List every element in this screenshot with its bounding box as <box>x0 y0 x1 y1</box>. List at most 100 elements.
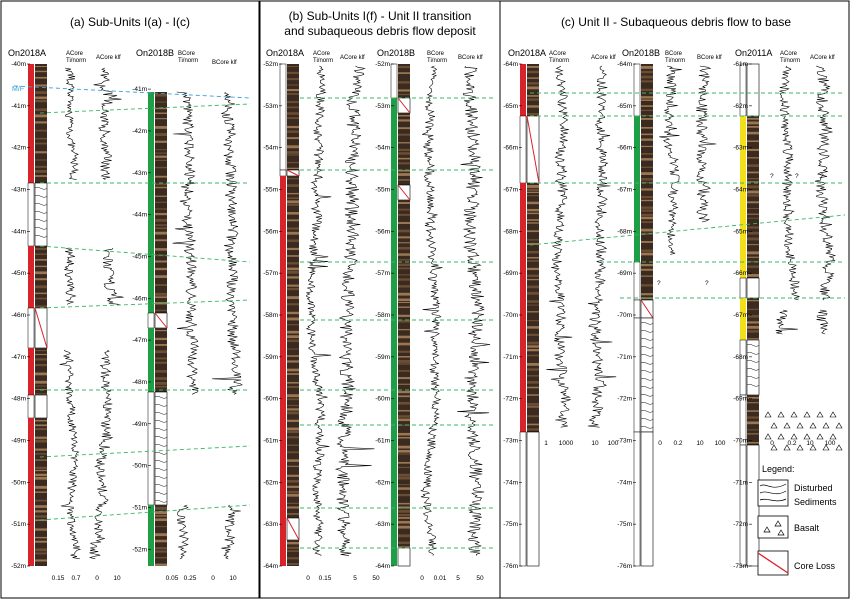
panel-b-core-b-band <box>398 506 410 509</box>
panel-b-core-a-band <box>287 335 299 339</box>
panel-c-core-b-band <box>641 145 653 148</box>
panel-a-core-a-band <box>35 548 47 552</box>
panel-a-core-b-swirl <box>154 452 168 455</box>
panel-a-core-a-unit-2 <box>28 246 34 308</box>
panel-a-core-b-band <box>155 275 167 278</box>
panel-a-core-b-disturbed-4 <box>154 391 168 506</box>
panel-c-core-b-depth-1: -65m <box>617 103 632 110</box>
panel-a-acore-ti <box>64 67 79 180</box>
panel-a-core-b-band <box>155 140 167 143</box>
panel-b-core-b-band <box>398 259 410 261</box>
panel-a-core-a-band <box>35 292 47 295</box>
legend-title: Legend: <box>762 464 795 474</box>
panel-a-core-a-unit-4 <box>28 348 34 395</box>
panel-b-core-b-band <box>398 445 410 449</box>
panel-b-core-a-loss-line-1 <box>286 169 300 177</box>
panel-a-core-b-band <box>155 155 167 158</box>
panel-a-track4-l1: BCore klf <box>212 60 237 66</box>
panel-c-core-c-depth-9: -70m <box>733 438 748 445</box>
panel-c-core-b-band <box>641 284 653 287</box>
panel-a-core-b-band <box>155 218 167 222</box>
panel-b-core-b-loss-line-3 <box>397 184 411 201</box>
panel-b-core-b-unit-0 <box>390 63 398 99</box>
panel-a-core-b-band <box>155 292 167 296</box>
panel-a-core-b-band <box>155 511 167 515</box>
basalt-triangle <box>796 444 804 451</box>
uncertain-mark-3: ? <box>770 173 774 180</box>
panel-a-core-a-band <box>35 137 47 140</box>
panel-c-core-b-band <box>641 252 653 256</box>
panel-c-core-b-unit-0 <box>633 63 641 117</box>
panel-b-core-b-band <box>398 127 410 130</box>
panel-b-core-b-band <box>398 179 410 181</box>
panel-c-core-a-band <box>527 98 539 101</box>
panel-a-core-a-unit-3 <box>27 307 35 349</box>
panel-a-core-b-depth-8: -49m <box>132 421 147 428</box>
panel-b-core-a-band <box>287 117 299 120</box>
panel-c-core-c-core-1 <box>747 116 759 278</box>
panel-b-core-b-band <box>398 466 410 469</box>
panel-b-core-b-band <box>398 278 410 281</box>
basalt-triangle <box>809 444 817 451</box>
uncertain-mark-1: ? <box>657 280 661 287</box>
panel-c-core-a-band <box>527 362 539 366</box>
panel-b-core-b-band <box>398 285 410 288</box>
panel-a-bcore-ti <box>172 91 200 395</box>
panel-c-core-b-depth-6: -70m <box>617 312 632 319</box>
panel-c-core-c-band <box>747 185 759 189</box>
panel-b-core-a-band <box>287 550 299 552</box>
panel-b-core-a-band <box>287 404 299 407</box>
basalt-triangle <box>835 422 843 429</box>
panel-a-core-a-depth-8: -48m <box>11 396 26 403</box>
panel-a-core-b-swirl <box>154 404 168 407</box>
panel-c-core-c-band <box>747 442 759 444</box>
panel-b-core-a-depth-3: -55m <box>263 187 278 194</box>
panel-c-corr-4 <box>529 214 846 246</box>
legend-disturbed-label2: Sediments <box>794 497 837 507</box>
panel-a-core-a-band <box>35 388 47 390</box>
panel-a-core-a-depth-3: -43m <box>11 187 26 194</box>
panel-b-core-b-band <box>398 246 410 250</box>
panel-b-core-a-band <box>287 227 299 230</box>
panel-c-core-b-depth-8: -72m <box>617 396 632 403</box>
panel-c-core-c-empty-0 <box>746 63 760 117</box>
panel-c-core-c-band <box>747 121 759 125</box>
panel-c-core-b-swirl <box>640 410 654 413</box>
panel-b-core-b-band <box>398 350 410 353</box>
panel-b-core-a-depth-2: -54m <box>263 145 278 152</box>
panel-a-core-b-depth-7: -48m <box>132 379 147 386</box>
panel-b-core-a-band <box>287 167 299 170</box>
panel-c-core-a-depth-9: -73m <box>503 438 518 445</box>
panel-a-core-b-band <box>155 166 167 169</box>
basalt-triangle <box>803 411 811 418</box>
panel-c-core-c-band <box>747 213 759 215</box>
panel-c-core-b-band <box>641 126 653 129</box>
panel-c-core-b-depth-3: -67m <box>617 187 632 194</box>
panel-a-core-a-band <box>35 436 47 439</box>
panel-b-core-a-band <box>287 317 299 321</box>
panel-b-core-b-depth-0: -52m <box>375 61 390 68</box>
panel-b-track4-l1: BCore klf <box>458 55 483 61</box>
panel-c-core-b-disturbed-4 <box>640 317 654 433</box>
panel-c-core-c-depth-11: -72m <box>733 521 748 528</box>
panel-a-acore-ti-3 <box>59 349 82 560</box>
panel-b-core-a-band <box>287 355 299 357</box>
panel-c-core-a-band <box>527 368 539 371</box>
panel-c-core-b-unit-1 <box>634 116 640 262</box>
panel-b-core-a-band <box>287 394 299 398</box>
panel-c-core-b-band <box>641 293 653 296</box>
panel-b-core-a-band <box>287 262 299 265</box>
panel-b-core-a-depth-6: -58m <box>263 312 278 319</box>
panel-b-core-b-unit-3 <box>391 185 397 200</box>
panel-b-core-a-band <box>287 197 299 200</box>
panel-a-core-a-band <box>35 175 47 177</box>
panel-b-core-a-band <box>287 151 299 154</box>
panel-c-track2-l1: ACore klf <box>591 55 616 61</box>
panel-c-core-b-band <box>641 138 653 141</box>
panel-b-core-a-band <box>287 93 299 95</box>
panel-a-core-a-depth-0: -40m <box>11 61 26 68</box>
panel-a-core-a-band <box>35 285 47 289</box>
panel-a-core-b-depth-5: -46m <box>132 295 147 302</box>
panel-b-core-a-band <box>287 296 299 300</box>
